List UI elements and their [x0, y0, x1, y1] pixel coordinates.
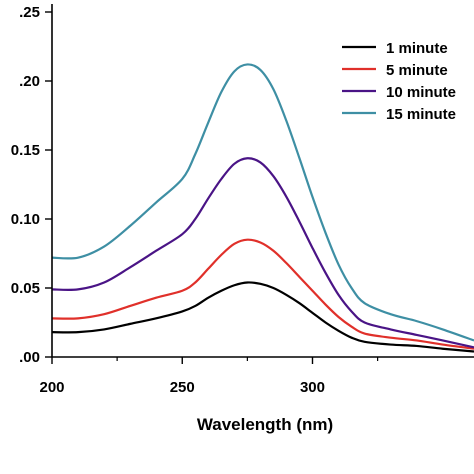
y-tick-label: 0.10: [11, 211, 40, 228]
series-line-3: [51, 157, 474, 349]
series-line-1: [51, 281, 474, 353]
y-tick-label: .25: [19, 4, 40, 21]
legend-label-3: 10 minute: [386, 84, 456, 101]
series-lines: [51, 63, 474, 353]
x-tick-label: 300: [300, 379, 325, 396]
x-axis-title: Wavelength (nm): [197, 415, 333, 434]
legend: 1 minute 5 minute 10 minute 15 minute: [342, 40, 456, 123]
x-tick-label: 200: [39, 379, 64, 396]
tick-marks: [45, 11, 379, 364]
axes: [51, 4, 474, 358]
y-tick-label: .00: [19, 349, 40, 366]
series-line-2: [51, 238, 474, 350]
x-tick-label: 250: [170, 379, 195, 396]
series-line-4: [51, 63, 474, 342]
legend-label-1: 1 minute: [386, 40, 448, 57]
y-tick-label: .20: [19, 73, 40, 90]
legend-label-4: 15 minute: [386, 106, 456, 123]
y-tick-label: 0.15: [11, 142, 40, 159]
tick-labels: 200 250 300 .00 0.05 0.10 0.15 .20 .25: [11, 4, 325, 396]
legend-label-2: 5 minute: [386, 62, 448, 79]
y-tick-label: 0.05: [11, 280, 40, 297]
